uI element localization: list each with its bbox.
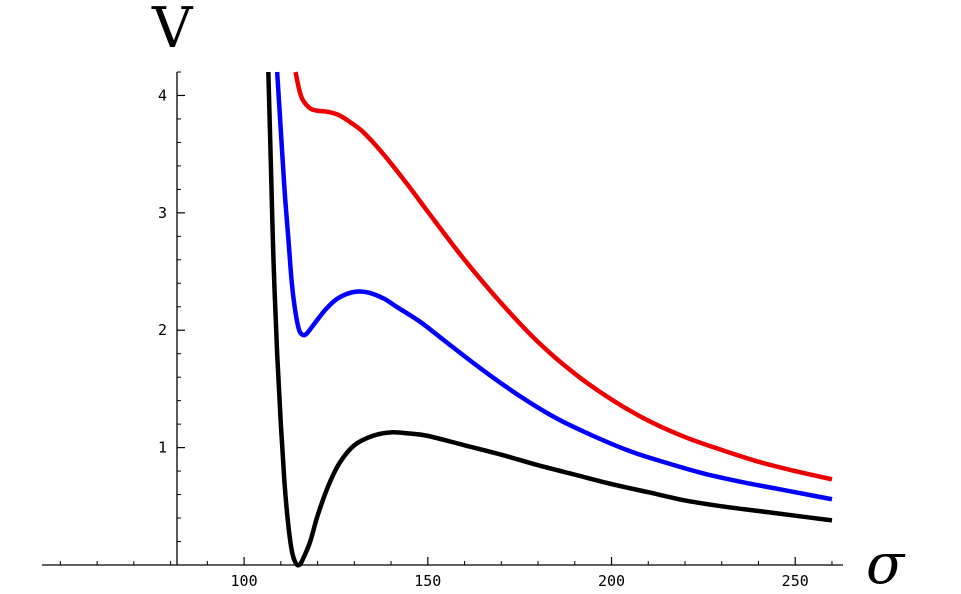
black-curve (266, 71, 833, 568)
axes: 100 150 200 250 1 2 3 4 (42, 71, 843, 590)
x-minor-ticks (59, 561, 833, 565)
x-major-ticks: 100 150 200 250 (231, 557, 809, 590)
x-tick-label: 150 (414, 572, 441, 590)
y-tick-label: 3 (158, 204, 167, 222)
y-tick-label: 2 (158, 321, 167, 339)
y-axis-title: V (151, 0, 194, 61)
red-curve (293, 71, 833, 482)
x-tick-label: 100 (231, 572, 258, 590)
x-tick-label: 200 (598, 572, 625, 590)
blue-curve (274, 71, 833, 502)
x-axis-title: σ (866, 532, 906, 594)
x-tick-label: 250 (782, 572, 809, 590)
y-tick-label: 1 (158, 439, 167, 457)
curves (266, 71, 833, 568)
y-tick-label: 4 (158, 86, 167, 104)
y-major-ticks: 1 2 3 4 (158, 86, 185, 457)
y-minor-ticks (177, 71, 181, 543)
